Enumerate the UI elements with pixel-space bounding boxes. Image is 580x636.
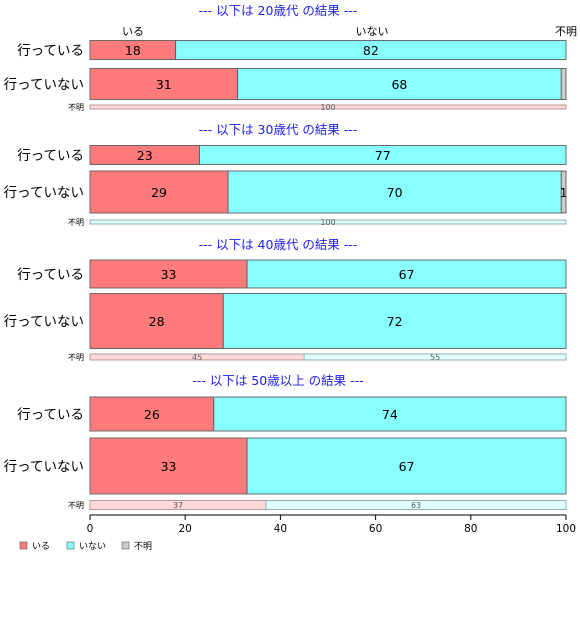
data-label: 1 xyxy=(560,185,568,200)
panel-title: --- 以下は 30歳代 の結果 --- xyxy=(199,122,358,137)
bar-outline xyxy=(89,40,567,60)
bar-outline xyxy=(89,219,567,225)
bar-outline xyxy=(89,437,567,495)
x-tick-label: 80 xyxy=(464,523,477,535)
row-label: 行っている xyxy=(17,43,84,59)
row-label: 不明 xyxy=(68,501,84,510)
panel-title: --- 以下は 20歳代 の結果 --- xyxy=(199,3,358,18)
bar-outline xyxy=(89,170,567,214)
x-tick-label: 100 xyxy=(556,523,576,535)
x-tick-label: 60 xyxy=(369,523,382,535)
data-label: 45 xyxy=(192,353,202,362)
panel-title: --- 以下は 50歳以上 の結果 --- xyxy=(192,373,363,388)
bar-outline xyxy=(89,68,567,100)
bar-segment xyxy=(89,437,248,495)
legend-swatch xyxy=(19,541,28,550)
data-label: 33 xyxy=(161,459,177,474)
legend-swatch xyxy=(66,541,75,550)
bar-outline xyxy=(89,500,567,510)
bar-outline xyxy=(89,353,567,361)
data-label: 33 xyxy=(161,267,177,282)
legend-label: いる xyxy=(32,541,50,552)
data-label: 29 xyxy=(151,185,167,200)
data-label: 77 xyxy=(375,148,391,163)
column-header: いない xyxy=(356,25,389,38)
row-label: 行っていない xyxy=(4,314,84,330)
row-label: 行っている xyxy=(17,267,84,283)
bar-outline xyxy=(89,104,567,110)
row-label: 行っていない xyxy=(4,459,84,475)
panel-title: --- 以下は 40歳代 の結果 --- xyxy=(199,237,358,252)
data-label: 37 xyxy=(173,501,183,510)
legend-swatch xyxy=(121,541,130,550)
data-label: 72 xyxy=(387,314,403,329)
legend-label: いない xyxy=(79,541,106,552)
data-label: 74 xyxy=(382,407,398,422)
bar-outline xyxy=(89,259,567,289)
column-header: いる xyxy=(122,25,144,38)
data-label: 67 xyxy=(399,459,415,474)
x-tick-label: 40 xyxy=(274,523,287,535)
data-label: 100 xyxy=(320,218,335,227)
row-label: 行っていない xyxy=(4,185,84,201)
bar-segment xyxy=(237,68,562,100)
row-label: 不明 xyxy=(68,353,84,362)
column-header: 不明 xyxy=(555,25,577,38)
data-label: 55 xyxy=(430,353,440,362)
bar-outline xyxy=(89,293,567,349)
data-label: 31 xyxy=(156,77,172,92)
row-label: 行っている xyxy=(17,407,84,423)
data-label: 63 xyxy=(411,501,421,510)
data-label: 70 xyxy=(387,185,403,200)
data-label: 67 xyxy=(399,267,415,282)
row-label: 不明 xyxy=(68,103,84,112)
row-label: 不明 xyxy=(68,218,84,227)
row-label: 行っている xyxy=(17,148,84,164)
x-tick-label: 0 xyxy=(87,523,94,535)
row-label: 行っていない xyxy=(4,77,84,93)
data-label: 23 xyxy=(137,148,153,163)
bar-segment xyxy=(560,68,567,100)
bar-segment xyxy=(89,170,229,214)
bar-segment xyxy=(246,437,567,495)
bar-outline xyxy=(89,396,567,432)
bar-outline xyxy=(89,145,567,165)
data-label: 28 xyxy=(149,314,165,329)
data-label: 68 xyxy=(391,77,407,92)
data-label: 26 xyxy=(144,407,160,422)
legend-label: 不明 xyxy=(134,541,152,552)
data-label: 18 xyxy=(125,43,141,58)
data-label: 100 xyxy=(320,103,335,112)
data-label: 82 xyxy=(363,43,379,58)
bar-segment xyxy=(227,170,562,214)
x-tick-label: 20 xyxy=(179,523,192,535)
bar-segment xyxy=(213,396,567,432)
